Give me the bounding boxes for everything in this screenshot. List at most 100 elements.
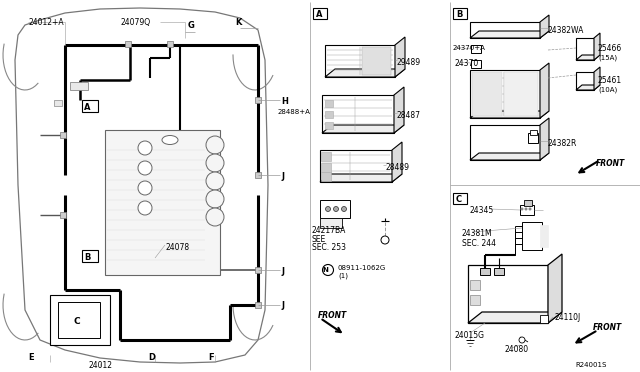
Bar [471,45,481,53]
Text: F: F [208,353,214,362]
Text: 25461: 25461 [598,76,622,84]
Polygon shape [470,125,540,160]
Text: A: A [316,10,323,19]
Bar [472,72,502,116]
Bar [470,280,480,290]
Polygon shape [470,31,549,38]
Text: J: J [281,301,284,311]
Bar [313,8,327,19]
Text: FRONT: FRONT [318,311,348,320]
Text: 24382WA: 24382WA [548,26,584,35]
Bar [325,122,333,129]
Bar [60,132,66,138]
Polygon shape [394,87,404,133]
Circle shape [206,154,224,172]
Text: FRONT: FRONT [596,158,625,167]
Bar [321,152,331,161]
Ellipse shape [162,135,178,144]
Polygon shape [470,22,540,38]
Bar [167,41,173,47]
Polygon shape [320,150,392,182]
Bar [471,60,481,68]
Bar [480,268,490,275]
Circle shape [206,190,224,208]
Text: 24012+A: 24012+A [28,17,63,26]
Circle shape [138,201,152,215]
Bar [470,295,480,305]
Bar [105,130,220,275]
Circle shape [519,337,525,343]
Bar [320,218,342,228]
Bar [54,100,62,106]
Polygon shape [576,55,600,60]
Bar [82,250,98,262]
Bar [504,72,538,116]
Circle shape [381,236,389,244]
Text: 28488+A: 28488+A [277,109,310,115]
Text: 24370: 24370 [455,58,479,67]
Polygon shape [470,153,549,160]
Text: FRONT: FRONT [593,324,622,333]
Text: (10A): (10A) [598,87,617,93]
Circle shape [206,136,224,154]
Bar [540,315,548,323]
Polygon shape [594,33,600,60]
Polygon shape [576,85,600,90]
Bar [522,222,542,250]
Polygon shape [576,72,594,90]
Bar [321,172,331,181]
Bar [82,100,98,112]
Circle shape [525,208,527,211]
Text: 24080: 24080 [505,346,529,355]
Text: 24078: 24078 [165,244,189,253]
Bar [50,295,110,345]
Polygon shape [392,142,402,182]
Polygon shape [540,15,549,38]
Circle shape [529,208,531,211]
Bar [70,82,88,90]
Text: G: G [188,20,195,29]
Bar [453,8,467,19]
Text: 24382R: 24382R [548,138,577,148]
Bar [520,205,534,215]
Circle shape [138,181,152,195]
Bar [362,47,391,75]
Polygon shape [325,69,405,77]
Text: A: A [84,103,90,112]
Text: 28489: 28489 [386,163,410,171]
Text: 24345: 24345 [470,205,494,215]
Bar [60,212,66,218]
Polygon shape [540,63,549,118]
Bar [524,200,532,206]
Circle shape [323,264,333,276]
Text: SEE: SEE [312,234,326,244]
Text: 29489: 29489 [397,58,421,67]
Bar [321,163,331,172]
Polygon shape [320,174,402,182]
Text: N: N [322,267,328,273]
Text: J: J [281,266,284,276]
Text: C: C [456,195,462,203]
Text: K: K [235,17,241,26]
Text: 24015G: 24015G [455,330,485,340]
Polygon shape [470,70,540,118]
Bar [125,41,131,47]
Bar [255,172,261,178]
Text: B: B [456,10,462,19]
Text: J: J [281,171,284,180]
Bar [255,267,261,273]
Circle shape [138,161,152,175]
Text: 28487: 28487 [397,110,421,119]
Bar [453,193,467,204]
Circle shape [333,206,339,212]
Text: R24001S: R24001S [575,362,606,368]
Text: 24370+A: 24370+A [453,45,486,51]
Circle shape [206,208,224,226]
Text: 24110J: 24110J [555,314,581,323]
Text: 24012: 24012 [88,362,112,371]
Polygon shape [322,125,404,133]
Circle shape [326,206,330,212]
Text: SEC. 244: SEC. 244 [462,238,496,247]
Text: D: D [148,353,155,362]
Bar [528,133,538,143]
